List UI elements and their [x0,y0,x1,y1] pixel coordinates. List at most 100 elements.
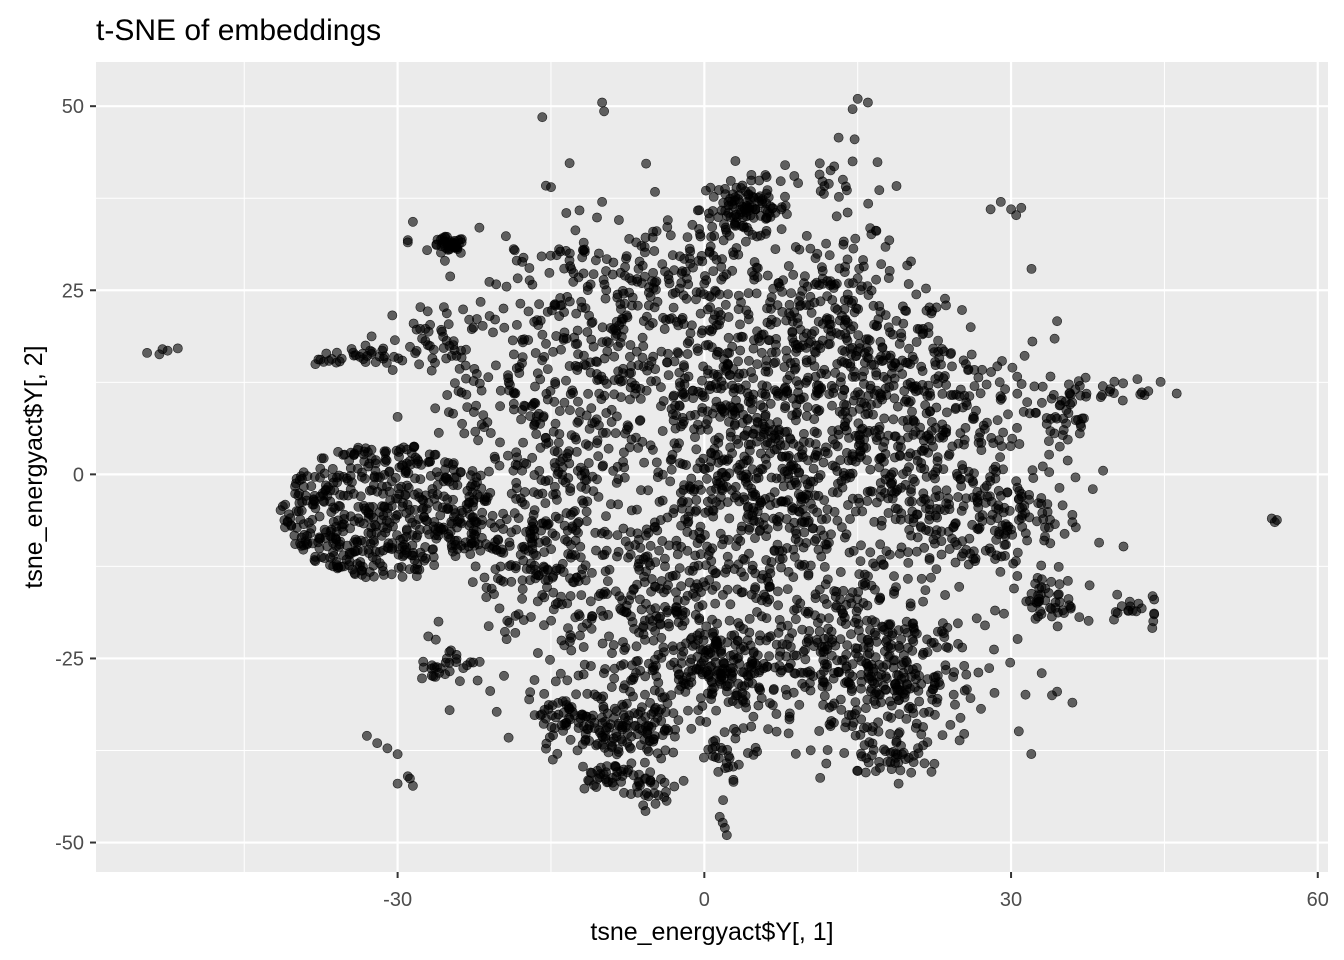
data-point [817,266,828,276]
data-point [728,364,739,375]
data-point [730,481,741,492]
data-point [719,727,730,738]
data-point [853,618,864,629]
data-point [549,458,560,468]
data-point [629,721,640,732]
data-point [814,340,824,350]
data-point [961,669,972,680]
data-point [856,540,866,551]
data-point [415,302,426,312]
data-point [904,524,915,535]
data-point [467,577,478,587]
data-point [587,568,597,578]
data-point [839,612,850,623]
data-point [847,455,857,466]
data-point [1012,547,1023,558]
data-point [617,699,628,710]
data-point [909,383,919,394]
data-point [502,615,513,626]
data-point [811,403,822,414]
data-point [597,638,608,649]
data-point [955,712,966,723]
data-point [676,581,686,592]
data-point [626,367,636,378]
data-point [360,473,370,484]
data-point [650,661,661,671]
data-point [678,646,689,657]
data-point [1049,428,1060,439]
data-point [495,561,506,572]
data-point [607,740,617,751]
data-point [861,442,872,453]
data-point [475,470,486,481]
data-point [852,93,863,104]
data-point [657,692,668,703]
data-point [1049,333,1060,344]
data-point [797,285,808,296]
data-point [880,671,891,682]
data-point [591,545,601,556]
data-point [646,376,656,387]
data-point [735,643,746,654]
data-point [473,435,483,446]
data-point [712,346,723,357]
data-point [693,480,704,490]
data-point [725,401,736,412]
data-point [737,667,748,678]
data-point [432,480,443,490]
data-point [797,624,808,635]
data-point [591,356,601,367]
data-point [764,335,775,345]
data-point [953,618,963,629]
data-point [564,361,575,371]
data-point [638,341,649,352]
data-point [847,684,857,694]
data-point [609,351,620,362]
data-point [917,366,928,376]
data-point [570,225,581,236]
data-point [457,418,467,429]
data-point [442,494,453,505]
data-point [814,584,825,595]
data-point [534,299,544,310]
data-point [414,359,424,370]
data-point [387,476,397,487]
data-point [743,677,754,688]
data-point [466,324,477,335]
data-point [356,535,366,546]
data-point [752,231,762,242]
data-point [1019,500,1030,511]
data-point [812,507,822,518]
data-point [947,441,958,452]
data-point [822,276,833,286]
data-point [430,357,440,368]
data-point [471,526,482,536]
data-point [458,663,469,673]
data-point [442,390,453,400]
data-point [677,389,688,400]
y-tick-label: 25 [62,280,84,302]
data-point [695,308,706,319]
data-point [1028,473,1039,483]
data-point [546,722,557,732]
data-point [428,344,439,355]
data-point [464,314,475,325]
data-point [819,188,829,199]
data-point [684,336,695,347]
data-point [537,112,548,123]
data-point [725,193,735,204]
data-point [663,618,674,629]
data-point [541,338,551,349]
data-point [536,475,547,485]
data-point [863,672,874,682]
data-point [625,340,636,350]
data-point [484,276,495,287]
data-point [805,678,815,689]
data-point [746,367,756,377]
data-point [420,553,431,564]
data-point [771,498,781,508]
data-point [802,479,813,489]
data-point [918,722,928,732]
data-point [315,472,325,483]
data-point [162,345,173,356]
